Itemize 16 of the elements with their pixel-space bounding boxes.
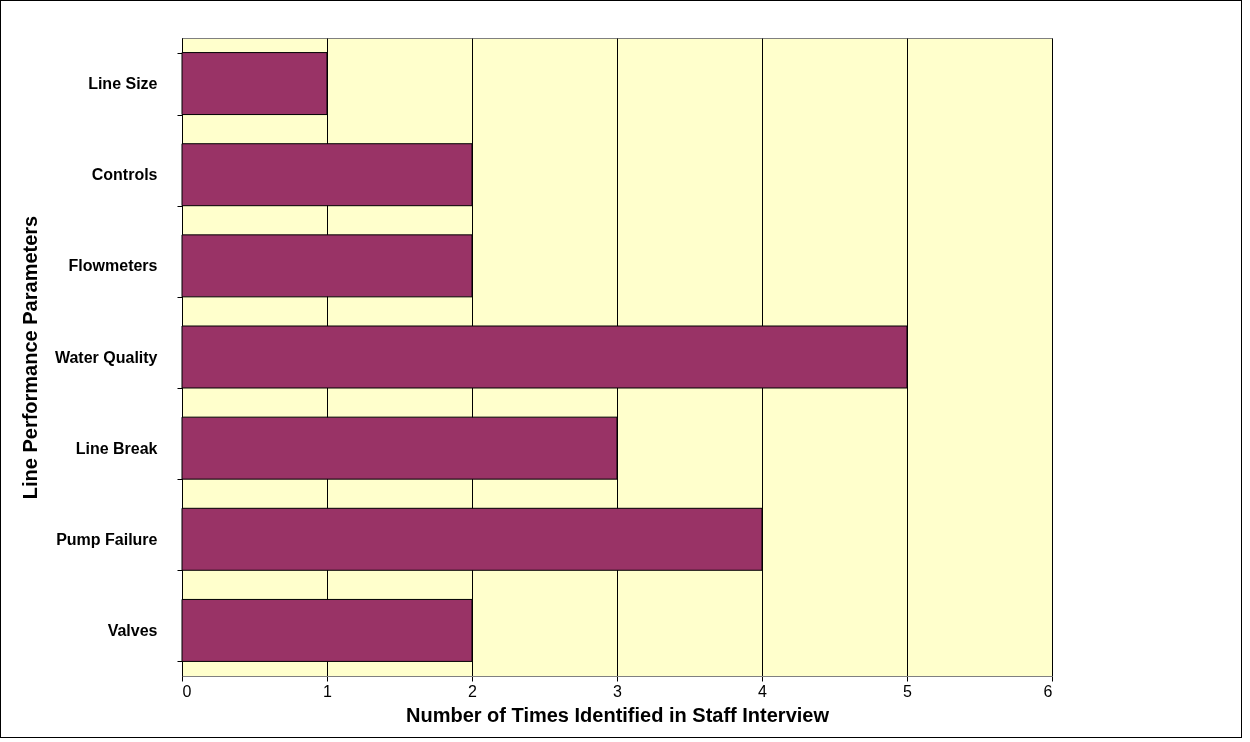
y-tick-label: Valves — [107, 621, 158, 639]
y-tick-label: Flowmeters — [68, 257, 158, 275]
y-tick-label: Controls — [91, 166, 158, 184]
y-axis-title: Line Performance Parameters — [18, 215, 41, 500]
x-axis-title: Number of Times Identified in Staff Interview — [405, 703, 830, 726]
y-tick-label: Water Quality — [54, 348, 158, 366]
x-tick-label: 6 — [1043, 682, 1053, 700]
y-tick-label: Line Size — [88, 75, 158, 93]
x-tick-label: 5 — [903, 682, 913, 700]
x-tick-label: 4 — [758, 682, 768, 700]
x-tick-label: 1 — [323, 682, 333, 700]
x-tick-label: 0 — [182, 682, 192, 700]
x-tick-label: 3 — [613, 682, 623, 700]
y-tick-label: Pump Failure — [56, 530, 158, 548]
x-tick-label: 2 — [468, 682, 478, 700]
y-tick-label: Line Break — [75, 439, 158, 457]
